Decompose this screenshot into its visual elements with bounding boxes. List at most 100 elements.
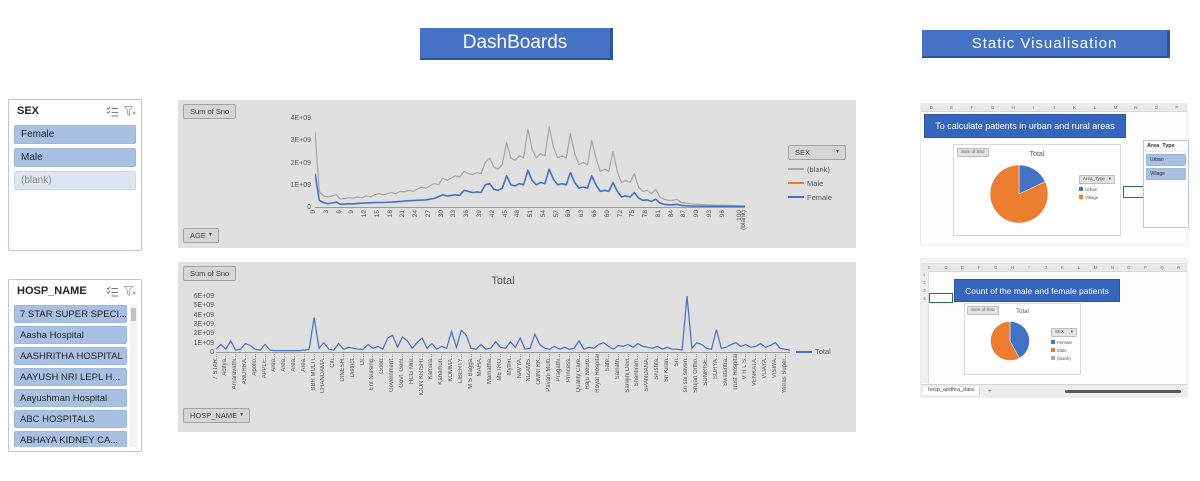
x-tick-label: VENKATA... xyxy=(752,354,759,387)
slicer-item-village[interactable]: Village xyxy=(1146,168,1186,180)
add-sheet-button[interactable]: + xyxy=(987,387,992,395)
slicer-item[interactable]: AAYUSH NRI LEPL H... xyxy=(14,368,127,386)
column-letter: P xyxy=(1175,105,1179,110)
x-tick-label: Government... xyxy=(389,354,396,393)
scrollbar-thumb[interactable] xyxy=(131,308,136,321)
x-tick-label: APPLE... xyxy=(261,354,268,379)
value-field-button[interactable]: Sum of Sno xyxy=(957,148,989,157)
sheet-tab-bar: hosp_andhra_data + xyxy=(921,384,1187,397)
legend-field-button[interactable]: SEX ▾ xyxy=(1051,328,1077,337)
selected-cell[interactable] xyxy=(1123,186,1145,198)
slicer-item[interactable]: ABHAYA KIDNEY CA... xyxy=(14,431,127,447)
y-tick-label: 4E+09 xyxy=(290,115,311,122)
slicer-item[interactable]: Male xyxy=(14,148,136,167)
x-tick-label: Kanamuri... xyxy=(438,354,445,385)
y-tick-label: 1E+09 xyxy=(193,339,214,347)
pie-slice-village xyxy=(989,164,1049,224)
age-chart-x-axis: 0 3 6 9 12 15 18 21 24 27 30 33 36 39 42 45 48 51 54 57 60 63… xyxy=(310,210,747,244)
column-letter: L xyxy=(1093,105,1097,110)
x-tick-label: Sri Kiran... xyxy=(663,354,670,383)
x-tick-label: Area... xyxy=(271,354,278,372)
area-type-slicer-title: Area_Type xyxy=(1144,141,1188,152)
legend-label: Total xyxy=(815,347,831,356)
x-tick-label: BBR MULTI... xyxy=(310,354,317,391)
legend-label: Female xyxy=(807,192,833,202)
x-tick-label: 66 xyxy=(590,210,598,218)
slicer-item[interactable]: Aasha Hospital xyxy=(14,326,127,344)
value-field-button[interactable]: Sum of Sno xyxy=(967,306,999,315)
x-tick-label: (blank) xyxy=(740,210,747,230)
sheet-tab[interactable]: hosp_andhra_data xyxy=(923,387,980,395)
multiselect-icon[interactable] xyxy=(106,286,119,297)
row-number: 1 xyxy=(923,272,926,277)
x-tick-label: 93 xyxy=(705,210,713,218)
slicer-item-urban[interactable]: Urban xyxy=(1146,154,1186,166)
y-tick-label: 6E+09 xyxy=(193,293,214,300)
pie-male-female xyxy=(990,321,1030,361)
column-letter: H xyxy=(1011,105,1015,110)
column-letter: F xyxy=(970,105,974,110)
legend-field-button[interactable]: SEX ▾ xyxy=(788,145,846,160)
value-field-button[interactable]: Sum of Sno xyxy=(183,266,237,281)
x-tick-label: Swatantra... xyxy=(722,354,729,387)
x-tick-label: ICON KRISHI... xyxy=(418,354,425,396)
x-tick-label: 63 xyxy=(578,210,586,218)
legend-swatch xyxy=(788,196,804,198)
x-tick-label: 12 xyxy=(361,210,369,218)
slicer-scrollbar[interactable] xyxy=(130,305,137,447)
hospital-chart-y-axis: 6E+09 5E+09 4E+09 3E+09 2E+09 1E+09 0 xyxy=(178,262,214,432)
legend-entry: Urban xyxy=(1079,187,1115,192)
x-tick-label: NAVYA... xyxy=(516,354,523,379)
y-tick-label: 0 xyxy=(210,349,214,356)
sex-slicer: SEX Female Male (blank) xyxy=(8,99,142,251)
static-viz-urban-rural: D E F G H I J K L M N O P To calculate patients in u… xyxy=(920,103,1189,245)
column-letter: L xyxy=(1077,265,1081,270)
column-letter: D xyxy=(944,265,948,270)
slicer-item[interactable]: Aayushman Hospital xyxy=(14,389,127,407)
value-field-button[interactable]: Sum of Sno xyxy=(183,104,237,119)
legend-label: Male xyxy=(807,178,824,188)
axis-field-button[interactable]: HOSP_NAME ▾ xyxy=(183,408,251,423)
slicer-item[interactable]: (blank) xyxy=(14,171,136,190)
slicer-item[interactable]: Female xyxy=(14,125,136,144)
clear-filter-icon[interactable] xyxy=(124,105,136,117)
column-letter: I xyxy=(1028,265,1030,270)
x-tick-label: Yerras Super... xyxy=(781,354,788,394)
slicer-item[interactable]: 7 STAR SUPER SPECI... xyxy=(14,305,127,323)
x-tick-label: 48 xyxy=(514,210,522,218)
x-tick-label: Amaravathi... xyxy=(232,354,239,390)
x-tick-label: Srushta... xyxy=(654,354,661,380)
hospital-pivot-chart: Sum of Sno Total 6E+09 5E+09 4E+09 3E+09 2E+… xyxy=(178,262,856,432)
column-letter: K xyxy=(1060,265,1064,270)
x-tick-label: 27 xyxy=(424,210,432,218)
slicer-item[interactable]: ABC HOSPITALS xyxy=(14,410,127,428)
x-tick-label: Pragathi... xyxy=(555,354,562,382)
horizontal-scrollbar[interactable] xyxy=(1065,390,1181,393)
hospital-chart-x-axis: 7 STAR... Aditya... Amaravathi... ANDHRA...… xyxy=(213,354,790,416)
x-tick-label: 90 xyxy=(693,210,701,218)
legend-entry: Female xyxy=(788,193,846,202)
legend-field-button[interactable]: Area_Type ▾ xyxy=(1079,175,1115,184)
x-tick-label: District... xyxy=(349,354,356,378)
viz2-pie-chart: Sum of Sno Total SEX ▾ Female Male (blank) xyxy=(964,303,1081,375)
clear-filter-icon[interactable] xyxy=(124,285,136,297)
x-tick-label: HCG Mnr... xyxy=(408,354,415,385)
axis-field-button[interactable]: AGE ▾ xyxy=(183,228,219,243)
selected-cell[interactable] xyxy=(929,293,953,303)
x-tick-label: Citi... xyxy=(330,354,337,368)
hospital-chart-plot-area xyxy=(216,296,790,353)
x-tick-label: Good... xyxy=(379,354,386,374)
x-tick-label: 51 xyxy=(527,210,535,218)
multiselect-icon[interactable] xyxy=(106,106,119,117)
x-tick-label: 69 xyxy=(603,210,611,218)
x-tick-label: 15 xyxy=(373,210,381,218)
column-letter: M xyxy=(1113,105,1118,110)
legend-entry: Male xyxy=(788,179,846,188)
row-number: 3 xyxy=(923,288,926,293)
y-tick-label: 2E+09 xyxy=(193,330,214,338)
x-tick-label: Trust Hospital xyxy=(732,354,739,391)
x-tick-label: Area... xyxy=(290,354,297,372)
x-tick-label: MAHA... xyxy=(477,354,484,377)
slicer-item[interactable]: AASHRITHA HOSPITAL xyxy=(14,347,127,365)
age-chart-y-axis: 4E+09 3E+09 2E+09 1E+09 0 xyxy=(266,100,311,248)
